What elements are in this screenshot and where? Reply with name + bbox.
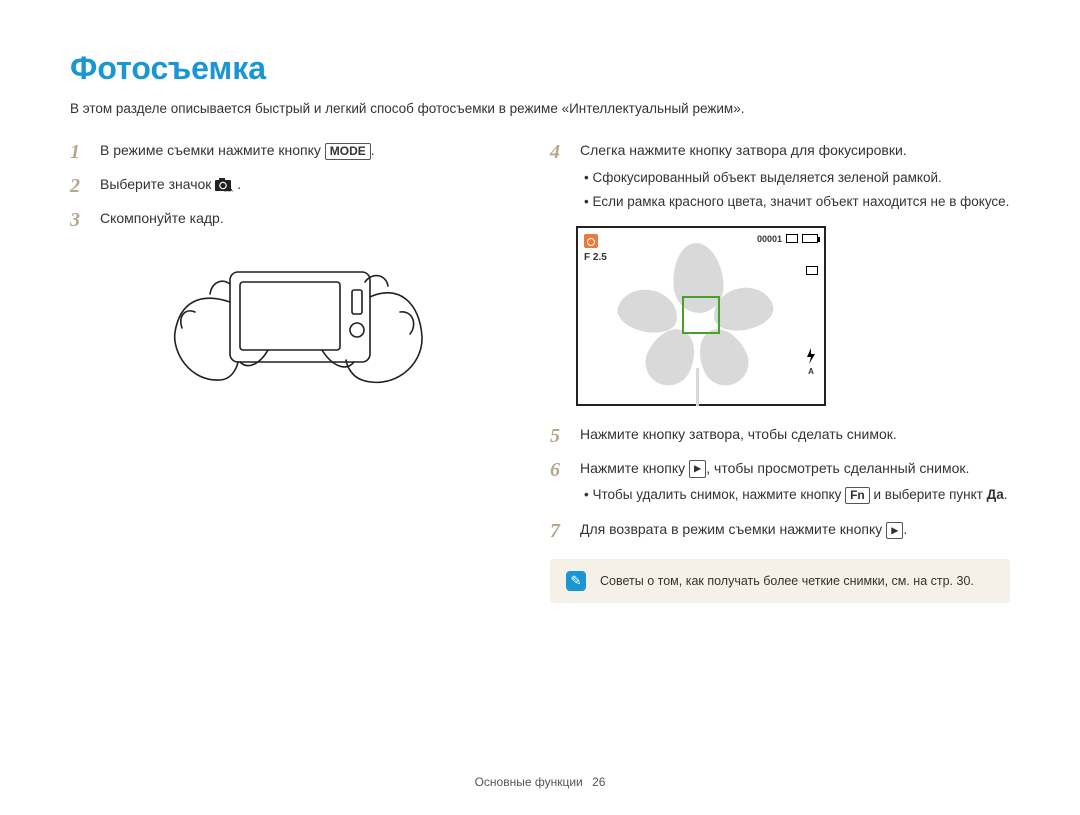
camera-mode-icon [584, 234, 598, 248]
right-column: 4 Слегка нажмите кнопку затвора для фоку… [550, 140, 1010, 603]
step-body: Выберите значок SMART . [100, 174, 510, 198]
step-number: 5 [550, 424, 568, 448]
bullet-text: . [1004, 487, 1008, 502]
step-body: Нажмите кнопку затвора, чтобы сделать сн… [580, 424, 1010, 448]
footer-page-number: 26 [592, 775, 605, 789]
lcd-right-icons [806, 266, 818, 278]
step-number: 1 [70, 140, 88, 164]
step-text-after: . [903, 521, 907, 537]
flower-stem [696, 368, 699, 406]
battery-icon [802, 234, 818, 243]
bullet-item: Если рамка красного цвета, значит объект… [584, 192, 1010, 213]
step-text-after: , чтобы просмотреть сделанный снимок. [706, 460, 969, 476]
step-text: Слегка нажмите кнопку затвора для фокуси… [580, 142, 907, 158]
step-bullets: Чтобы удалить снимок, нажмите кнопку Fn … [580, 485, 1010, 506]
step-text: Для возврата в режим съемки нажмите кноп… [580, 521, 886, 537]
step-2: 2 Выберите значок SMART . [70, 174, 510, 198]
bullet-item: Сфокусированный объект выделяется зелено… [584, 168, 1010, 189]
step-body: В режиме съемки нажмите кнопку MODE. [100, 140, 510, 164]
intro-text: В этом разделе описывается быстрый и лег… [70, 101, 1010, 116]
bullet-text: и выберите пункт [874, 487, 987, 502]
play-button-icon: ▶ [886, 522, 903, 540]
step-bullets: Сфокусированный объект выделяется зелено… [580, 168, 1010, 213]
step-text: В режиме съемки нажмите кнопку [100, 142, 325, 158]
step-number: 6 [550, 458, 568, 510]
step-body: Нажмите кнопку ▶, чтобы просмотреть сдел… [580, 458, 1010, 510]
step-text: Нажмите кнопку [580, 460, 689, 476]
fn-button-label: Fn [845, 487, 870, 505]
left-column: 1 В режиме съемки нажмите кнопку MODE. 2… [70, 140, 510, 603]
content-columns: 1 В режиме съемки нажмите кнопку MODE. 2… [70, 140, 1010, 603]
step-text: Скомпонуйте кадр. [100, 210, 224, 226]
lcd-top-right: 00001 [757, 234, 818, 244]
bullet-item: Чтобы удалить снимок, нажмите кнопку Fn … [584, 485, 1010, 506]
tip-text: Советы о том, как получать более четкие … [600, 574, 974, 588]
tip-pencil-icon: ✎ [566, 571, 586, 591]
step-text: Выберите значок [100, 176, 215, 192]
step-5: 5 Нажмите кнопку затвора, чтобы сделать … [550, 424, 1010, 448]
page-title: Фотосъемка [70, 50, 1010, 87]
step-text: Нажмите кнопку затвора, чтобы сделать сн… [580, 426, 897, 442]
resolution-icon [806, 266, 818, 275]
svg-text:SMART: SMART [224, 188, 233, 193]
step-6: 6 Нажмите кнопку ▶, чтобы просмотреть сд… [550, 458, 1010, 510]
step-text-after: . [237, 176, 241, 192]
play-button-icon: ▶ [689, 460, 706, 478]
lcd-flash-icon: A [804, 348, 818, 376]
lcd-top-left: F 2.5 [584, 234, 607, 263]
step-7: 7 Для возврата в режим съемки нажмите кн… [550, 519, 1010, 543]
bullet-bold: Да [987, 487, 1004, 502]
mode-button-label: MODE [325, 143, 371, 161]
step-3: 3 Скомпонуйте кадр. [70, 208, 510, 232]
aperture-value: F 2.5 [584, 252, 607, 263]
camera-smart-icon: SMART [215, 176, 237, 192]
page-footer: Основные функции 26 [0, 775, 1080, 789]
lcd-preview: F 2.5 00001 A [576, 226, 826, 406]
step-body: Для возврата в режим съемки нажмите кноп… [580, 519, 1010, 543]
card-icon [786, 234, 798, 243]
frame-counter: 00001 [757, 234, 782, 244]
footer-section: Основные функции [475, 775, 583, 789]
step-number: 3 [70, 208, 88, 232]
step-number: 2 [70, 174, 88, 198]
focus-box [682, 296, 720, 334]
step-body: Слегка нажмите кнопку затвора для фокуси… [580, 140, 1010, 216]
step-number: 7 [550, 519, 568, 543]
step-1: 1 В режиме съемки нажмите кнопку MODE. [70, 140, 510, 164]
step-number: 4 [550, 140, 568, 216]
step-body: Скомпонуйте кадр. [100, 208, 510, 232]
tip-box: ✎ Советы о том, как получать более четки… [550, 559, 1010, 603]
step-text-after: . [371, 142, 375, 158]
bullet-text: Чтобы удалить снимок, нажмите кнопку [592, 487, 845, 502]
step-4: 4 Слегка нажмите кнопку затвора для фоку… [550, 140, 1010, 216]
camera-hands-illustration [70, 242, 510, 417]
flash-auto-label: A [804, 367, 818, 376]
